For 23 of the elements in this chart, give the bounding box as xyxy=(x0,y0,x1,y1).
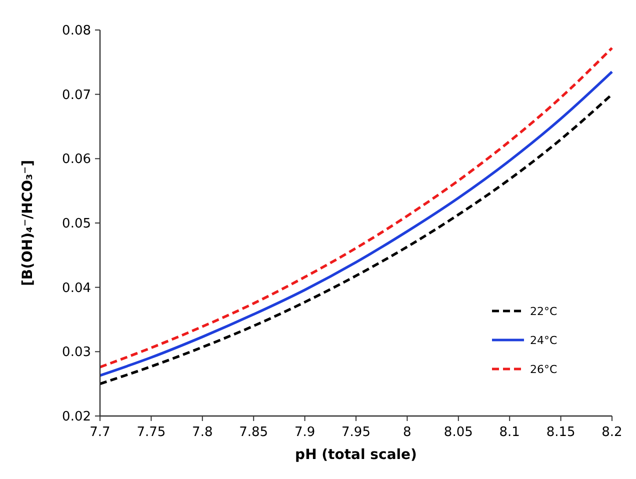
x-tick-label: 8.15 xyxy=(546,425,576,440)
x-tick-label: 8.05 xyxy=(444,425,473,440)
x-tick-label: 8 xyxy=(403,425,412,440)
y-axis-title: [B(OH)₄⁻/HCO₃⁻] xyxy=(20,160,36,286)
x-tick-label: 7.95 xyxy=(342,425,370,440)
y-tick-label: 0.07 xyxy=(62,88,91,103)
x-tick-label: 7.7 xyxy=(90,425,110,440)
y-tick-label: 0.08 xyxy=(62,24,91,38)
x-tick-label: 7.9 xyxy=(294,425,316,440)
legend-label: 22°C xyxy=(530,305,558,318)
x-tick-label: 7.8 xyxy=(192,425,213,440)
y-tick-label: 0.02 xyxy=(62,410,91,424)
legend-label: 24°C xyxy=(530,334,558,347)
y-tick-label: 0.06 xyxy=(62,152,91,168)
x-tick-label: 7.75 xyxy=(136,425,166,440)
x-tick-label: 8.2 xyxy=(602,425,622,440)
y-tick-label: 0.05 xyxy=(62,216,91,232)
legend-label: 26°C xyxy=(530,363,558,376)
x-tick-label: 7.85 xyxy=(239,425,268,440)
x-axis-title: pH (total scale) xyxy=(295,447,417,463)
y-tick-label: 0.04 xyxy=(62,280,91,296)
x-tick-label: 8.1 xyxy=(499,425,520,440)
y-tick-label: 0.03 xyxy=(62,345,91,360)
